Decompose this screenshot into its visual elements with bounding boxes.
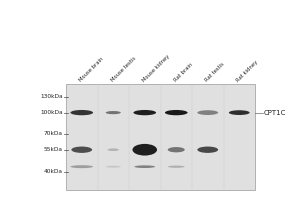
Text: 55kDa: 55kDa [44, 147, 63, 152]
Text: 100kDa: 100kDa [40, 110, 63, 115]
Text: Mouse brain: Mouse brain [78, 57, 105, 83]
Ellipse shape [106, 166, 121, 168]
Text: 70kDa: 70kDa [44, 131, 63, 136]
Ellipse shape [133, 144, 157, 156]
Ellipse shape [70, 110, 93, 115]
Bar [66, 84, 255, 190]
Text: Rat testis: Rat testis [204, 62, 225, 83]
Ellipse shape [134, 165, 155, 168]
Text: CPT1C: CPT1C [264, 110, 286, 116]
Ellipse shape [106, 111, 121, 114]
Ellipse shape [229, 110, 250, 115]
Ellipse shape [197, 147, 218, 153]
Ellipse shape [168, 166, 185, 168]
Ellipse shape [197, 110, 218, 115]
Text: Mouse testis: Mouse testis [110, 56, 137, 83]
Ellipse shape [165, 110, 188, 115]
Ellipse shape [168, 147, 185, 152]
Ellipse shape [134, 110, 156, 115]
Text: Rat kidney: Rat kidney [236, 59, 259, 83]
Ellipse shape [71, 147, 92, 153]
Text: 40kDa: 40kDa [44, 169, 63, 174]
Text: Rat brain: Rat brain [173, 62, 194, 83]
Ellipse shape [70, 165, 93, 168]
Text: 130kDa: 130kDa [40, 94, 63, 99]
Ellipse shape [108, 148, 119, 151]
Text: Mouse kidney: Mouse kidney [141, 54, 170, 83]
